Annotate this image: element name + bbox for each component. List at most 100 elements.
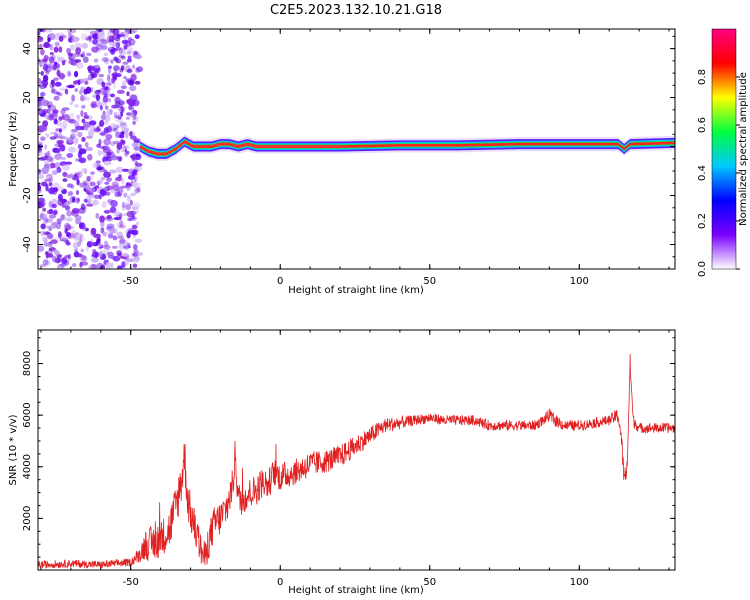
noise-cell: [93, 194, 102, 199]
noise-cell: [118, 134, 125, 139]
noise-cell: [121, 39, 129, 45]
noise-cell: [131, 142, 139, 148]
noise-cell: [119, 111, 123, 117]
spectrogram-ticks: -50 0 50 100 -40 -20 0 20 40: [22, 29, 675, 287]
noise-cell: [57, 142, 64, 148]
noise-cell: [38, 245, 45, 252]
noise-cell: [87, 153, 93, 161]
noise-cell: [83, 115, 90, 119]
noise-cell: [131, 170, 136, 177]
noise-cell: [107, 98, 112, 103]
noise-cell: [48, 248, 53, 255]
noise-cell: [45, 70, 50, 75]
noise-cell: [126, 112, 132, 116]
noise-cell: [91, 103, 96, 107]
noise-cell: [130, 29, 138, 33]
noise-cell: [105, 82, 111, 86]
noise-cell: [112, 82, 117, 89]
y-tick-label: -20: [22, 187, 33, 203]
noise-cell: [69, 44, 75, 51]
noise-cell: [91, 46, 99, 53]
noise-cell: [107, 233, 114, 239]
noise-cell: [105, 191, 111, 196]
noise-cell: [68, 112, 75, 119]
colorbar-tick-label: 0.4: [697, 165, 708, 181]
noise-cell: [136, 66, 144, 73]
noise-cell: [40, 70, 44, 76]
noise-cell: [131, 115, 139, 123]
noise-cell: [131, 229, 138, 236]
noise-cell: [98, 246, 103, 250]
noise-cell: [96, 237, 102, 243]
x-tick-label: 0: [277, 276, 283, 287]
noise-cell: [44, 65, 52, 73]
noise-cell: [92, 38, 98, 45]
noise-cell: [83, 96, 90, 101]
noise-cell: [65, 161, 73, 165]
noise-cell: [107, 65, 113, 69]
noise-cell: [83, 127, 89, 131]
snr-ticks: -50 0 50 100 2000 4000 6000 8000: [22, 330, 675, 588]
noise-cell: [134, 153, 142, 161]
noise-cell: [39, 230, 47, 236]
noise-cell: [57, 74, 66, 78]
noise-cell: [43, 237, 48, 244]
noise-cell: [46, 233, 54, 239]
noise-cell: [92, 199, 98, 206]
noise-cell: [101, 45, 108, 50]
noise-cell: [125, 182, 129, 187]
ridge-peak: [323, 144, 328, 149]
noise-cell: [123, 106, 128, 110]
noise-cell: [62, 120, 68, 129]
noise-cell: [71, 94, 76, 102]
noise-cell: [47, 107, 51, 115]
noise-cell: [52, 188, 58, 195]
noise-cell: [47, 104, 51, 108]
noise-cell: [42, 63, 49, 71]
noise-cell: [44, 67, 48, 74]
noise-cell: [47, 232, 54, 240]
y-tick-label: -40: [22, 236, 33, 252]
noise-cell: [123, 192, 128, 198]
noise-cell: [124, 240, 128, 248]
noise-cell: [127, 55, 132, 59]
noise-cell: [57, 185, 65, 192]
noise-cell: [44, 29, 53, 33]
noise-cell: [66, 70, 72, 77]
colorbar-tick-label: 0.2: [697, 213, 708, 229]
noise-cell: [117, 33, 126, 38]
noise-cell: [87, 74, 92, 81]
noise-cell: [132, 64, 136, 70]
noise-cell: [70, 131, 78, 137]
noise-cell: [38, 184, 42, 191]
noise-cell: [112, 235, 118, 241]
noise-cell: [122, 61, 129, 65]
noise-cell: [71, 37, 78, 44]
noise-cell: [106, 251, 114, 257]
noise-cell: [93, 58, 99, 63]
noise-cell: [68, 146, 76, 153]
noise-cell: [125, 203, 132, 211]
noise-cell: [100, 227, 105, 234]
noise-cell: [97, 31, 106, 40]
noise-cell: [106, 151, 112, 156]
noise-cell: [60, 213, 66, 221]
ridge-peak: [313, 144, 317, 149]
ridge-peak: [216, 142, 220, 147]
noise-cell: [96, 181, 101, 186]
noise-cell: [71, 174, 80, 181]
noise-cell: [52, 67, 57, 71]
colorbar-label: Normalized spectral amplitude: [738, 72, 749, 226]
noise-cell: [46, 225, 51, 229]
noise-cell: [53, 118, 58, 125]
noise-cell: [38, 36, 44, 43]
noise-cell: [83, 121, 91, 129]
snr-xlabel: Height of straight line (km): [288, 585, 424, 596]
snr-marks: [38, 353, 675, 569]
noise-cell: [48, 227, 52, 232]
noise-cell: [67, 118, 75, 123]
y-tick-label: 4000: [22, 454, 33, 479]
noise-cell: [38, 29, 45, 32]
noise-cell: [98, 138, 102, 146]
noise-cell: [45, 175, 51, 179]
